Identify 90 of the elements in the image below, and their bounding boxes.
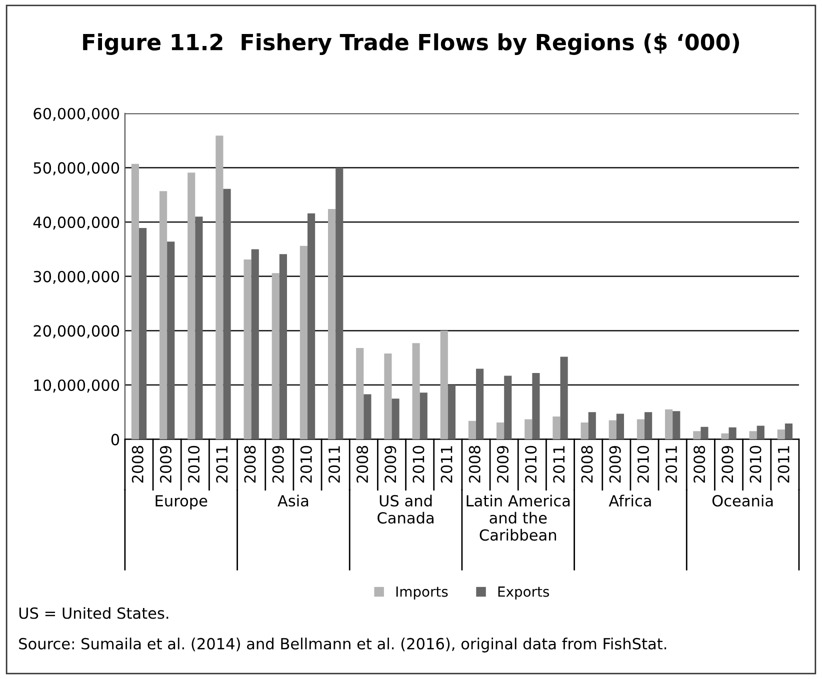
y-tick-label: 60,000,000 (34, 108, 120, 121)
y-tick-label: 10,000,000 (34, 379, 120, 393)
bar (552, 416, 560, 440)
x-tick-label: 2009 (160, 446, 172, 483)
bar (440, 330, 448, 440)
legend-label: Exports (498, 586, 550, 600)
x-tick-label: 2010 (300, 446, 312, 483)
bar (448, 384, 456, 440)
bar (244, 260, 252, 440)
bar (195, 216, 203, 440)
bar (216, 136, 224, 440)
bar (279, 254, 287, 440)
bar (777, 430, 785, 440)
bar (307, 213, 316, 440)
bar (784, 424, 793, 440)
bar (756, 426, 764, 440)
x-tick-label: 2009 (384, 446, 396, 483)
x-tick-label: 2011 (328, 446, 340, 483)
text: US and Canada (378, 494, 434, 524)
x-tick-label: 2010 (188, 446, 200, 483)
x-tick-label: 2011 (778, 446, 790, 483)
x-tick-label: 2009 (609, 446, 621, 483)
source-note: Source: Sumaila et al. (2014) and Bellmann et al. (2016), original data from FishStat. (19, 638, 666, 652)
text: Africa (608, 494, 651, 507)
bar (588, 412, 596, 440)
x-tick-label: 2010 (750, 446, 762, 483)
y-tick-label: 0 (111, 434, 120, 446)
bar (364, 394, 372, 440)
bar (608, 420, 616, 440)
x-tick-label: 2010 (525, 446, 537, 483)
x-tick-label: 2008 (356, 446, 368, 483)
x-tick-label: 2008 (468, 446, 480, 483)
legend-label: Imports (396, 586, 448, 600)
bar (693, 431, 701, 440)
x-tick-label: 2009 (272, 446, 284, 483)
bar (476, 368, 484, 440)
bar (616, 414, 624, 440)
y-tick-label: 30,000,000 (34, 270, 120, 284)
bar (420, 392, 428, 440)
x-tick-label: 2010 (412, 446, 424, 483)
bar (636, 419, 645, 440)
x-tick-label: 2011 (665, 446, 678, 483)
bar (300, 246, 308, 440)
text: Latin America and the Caribbean (466, 494, 570, 541)
bar (468, 420, 476, 440)
chart-title: Figure 11.2 Fishery Trade Flows by Regions ($ ‘000) (83, 33, 740, 55)
bar (560, 356, 568, 440)
x-tick-label: 2009 (496, 446, 509, 483)
bar (532, 373, 540, 440)
bar (272, 273, 280, 440)
bar (749, 431, 757, 440)
x-tick-label: 2011 (440, 446, 452, 483)
text: Asia (278, 494, 308, 507)
x-tick-label: 2008 (581, 446, 593, 483)
bar (167, 242, 175, 440)
text: Oceania (712, 494, 773, 507)
bar (644, 412, 652, 440)
bar (336, 168, 344, 440)
bar (672, 411, 680, 440)
x-tick-label: 2008 (244, 446, 256, 483)
bar (580, 422, 588, 440)
bar (504, 376, 512, 440)
x-tick-label: 2011 (216, 446, 228, 483)
y-tick-label: 50,000,000 (34, 162, 120, 176)
bar (665, 409, 673, 440)
bar (328, 208, 336, 440)
text: US = United States. (19, 607, 168, 619)
bar (356, 348, 364, 440)
y-tick-label: 20,000,000 (34, 325, 120, 338)
x-tick-label: 2009 (722, 446, 734, 483)
bar (159, 191, 168, 440)
x-tick-label: 2008 (132, 446, 144, 483)
y-tick-label: 40,000,000 (33, 216, 120, 230)
bar (700, 426, 708, 440)
bar (496, 422, 504, 440)
bar (223, 188, 231, 440)
bar (131, 164, 139, 440)
bar (412, 343, 420, 440)
x-tick-label: 2011 (553, 446, 565, 483)
bar (524, 419, 532, 440)
bar (384, 353, 392, 440)
bar (251, 249, 259, 440)
bar (728, 427, 736, 440)
bar (138, 228, 147, 440)
text: Europe (156, 495, 208, 510)
x-tick-label: 2010 (637, 446, 649, 483)
bar (392, 398, 400, 440)
bar (721, 433, 729, 440)
bar (188, 172, 196, 440)
x-tick-label: 2008 (694, 446, 706, 483)
